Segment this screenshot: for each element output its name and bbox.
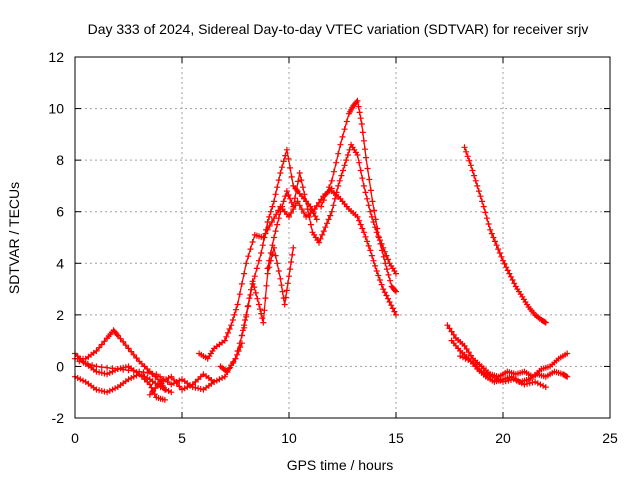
x-tick-label: 20: [495, 430, 511, 446]
y-tick-label: 0: [56, 358, 64, 374]
y-tick-label: -2: [52, 410, 65, 426]
series-arc-7: [217, 146, 320, 375]
y-tick-label: 2: [56, 307, 64, 323]
x-axis-label: GPS time / hours: [287, 457, 394, 473]
plot-frame: [74, 56, 611, 419]
y-tick-label: 8: [56, 152, 64, 168]
y-tick-label: 10: [48, 101, 64, 117]
y-tick-label: 6: [56, 204, 64, 220]
x-tick-label: 25: [602, 430, 618, 446]
data-point-markers: [461, 144, 549, 326]
series-arc-12: [461, 144, 549, 326]
data-point-markers: [328, 188, 399, 318]
series-trace: [463, 147, 547, 324]
series-layer: [72, 97, 571, 403]
data-point-markers: [264, 141, 399, 277]
series-arc-10: [318, 97, 399, 295]
y-tick-label: 4: [56, 255, 64, 271]
data-point-markers: [457, 353, 549, 391]
x-tick-label: 15: [388, 430, 404, 446]
chart-title: Day 333 of 2024, Sidereal Day-to-day VTE…: [88, 21, 589, 37]
y-axis-label: SDTVAR / TECUs: [6, 182, 22, 294]
x-tick-label: 0: [71, 430, 79, 446]
series-arc-9: [264, 141, 399, 277]
data-point-markers: [444, 322, 571, 380]
series-arc-13: [444, 322, 571, 380]
data-point-markers: [448, 337, 571, 385]
grid: [75, 57, 610, 418]
y-tick-label: 12: [48, 49, 64, 65]
data-point-markers: [196, 185, 335, 362]
series-arc-11: [328, 188, 399, 318]
x-tick-label: 5: [178, 430, 186, 446]
axis-ticks: 0 5 10 15 20 25 -2 0 2 4 6 8 10 12: [48, 49, 618, 446]
series-arc-14: [448, 337, 571, 385]
x-tick-label: 10: [281, 430, 297, 446]
data-point-markers: [318, 97, 399, 295]
series-arc-15: [457, 353, 549, 391]
